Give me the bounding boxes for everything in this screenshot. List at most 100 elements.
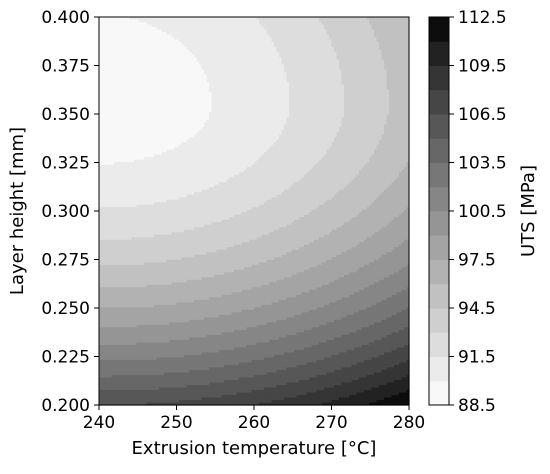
contour-cell bbox=[369, 32, 373, 36]
contour-cell bbox=[111, 17, 115, 21]
contour-cell bbox=[359, 52, 363, 56]
contour-cell bbox=[319, 64, 323, 68]
contour-cell bbox=[116, 37, 120, 41]
contour-cell bbox=[139, 52, 143, 56]
contour-cell bbox=[169, 17, 173, 21]
contour-cell bbox=[404, 19, 408, 23]
contour-cell bbox=[334, 37, 338, 41]
contour-cell bbox=[376, 52, 380, 56]
contour-cell bbox=[406, 57, 410, 61]
contour-cell bbox=[376, 17, 380, 21]
contour-cell bbox=[311, 69, 315, 73]
contour-cell bbox=[221, 62, 225, 66]
contour-cell bbox=[389, 24, 393, 28]
contour-cell bbox=[166, 27, 170, 31]
contour-cell bbox=[184, 27, 188, 31]
contour-cell bbox=[121, 64, 125, 68]
contour-cell bbox=[256, 52, 260, 56]
contour-cell bbox=[129, 52, 133, 56]
contour-cell bbox=[174, 29, 178, 33]
contour-cell bbox=[204, 69, 208, 73]
contour-cell bbox=[104, 64, 108, 68]
contour-cell bbox=[121, 54, 125, 58]
contour-cell bbox=[219, 47, 223, 51]
contour-cell bbox=[261, 67, 265, 71]
contour-cell bbox=[216, 37, 220, 41]
contour-cell bbox=[256, 22, 260, 26]
contour-cell bbox=[189, 17, 193, 21]
contour-cell bbox=[359, 29, 363, 33]
contour-cell bbox=[394, 59, 398, 63]
contour-cell bbox=[109, 39, 113, 43]
contour-cell bbox=[166, 59, 170, 63]
contour-cell bbox=[136, 52, 140, 56]
contour-cell bbox=[406, 29, 410, 33]
contour-cell bbox=[201, 24, 205, 28]
contour-cell bbox=[271, 34, 275, 38]
contour-cell bbox=[179, 64, 183, 68]
contour-cell bbox=[184, 49, 188, 53]
contour-cell bbox=[181, 59, 185, 63]
contour-cell bbox=[109, 32, 113, 36]
contour-cell bbox=[314, 69, 318, 73]
contour-cell bbox=[191, 67, 195, 71]
contour-cell bbox=[281, 72, 285, 76]
contour-cell bbox=[191, 42, 195, 46]
contour-cell bbox=[381, 29, 385, 33]
contour-cell bbox=[351, 17, 355, 21]
contour-cell bbox=[371, 54, 375, 58]
contour-cell bbox=[329, 37, 333, 41]
contour-cell bbox=[231, 62, 235, 66]
contour-cell bbox=[394, 54, 398, 58]
contour-cell bbox=[244, 57, 248, 61]
contour-cell bbox=[226, 57, 230, 61]
contour-cell bbox=[379, 37, 383, 41]
contour-cell bbox=[301, 27, 305, 31]
contour-cell bbox=[104, 39, 108, 43]
contour-cell bbox=[256, 19, 260, 23]
contour-cell bbox=[276, 49, 280, 53]
contour-cell bbox=[276, 67, 280, 71]
contour-cell bbox=[281, 49, 285, 53]
contour-cell bbox=[236, 34, 240, 38]
contour-cell bbox=[294, 29, 298, 33]
contour-cell bbox=[264, 42, 268, 46]
contour-cell bbox=[251, 49, 255, 53]
contour-cell bbox=[256, 49, 260, 53]
contour-cell bbox=[274, 64, 278, 68]
contour-cell bbox=[181, 27, 185, 31]
contour-cell bbox=[289, 42, 293, 46]
contour-cell bbox=[374, 17, 378, 21]
contour-cell bbox=[391, 29, 395, 33]
contour-cell bbox=[199, 19, 203, 23]
contour-cell bbox=[394, 57, 398, 61]
contour-cell bbox=[271, 54, 275, 58]
contour-cell bbox=[184, 24, 188, 28]
contour-cell bbox=[319, 17, 323, 21]
contour-cell bbox=[239, 64, 243, 68]
contour-cell bbox=[226, 32, 230, 36]
contour-cell bbox=[406, 64, 410, 68]
contour-cell bbox=[389, 59, 393, 63]
contour-cell bbox=[374, 42, 378, 46]
contour-cell bbox=[371, 47, 375, 51]
contour-cell bbox=[216, 22, 220, 26]
contour-cell bbox=[244, 27, 248, 31]
contour-cell bbox=[251, 27, 255, 31]
contour-cell bbox=[364, 34, 368, 38]
contour-cell bbox=[404, 34, 408, 38]
contour-cell bbox=[116, 69, 120, 73]
contour-cell bbox=[324, 29, 328, 33]
contour-cell bbox=[234, 72, 238, 76]
contour-cell bbox=[106, 67, 110, 71]
contour-cell bbox=[246, 44, 250, 48]
contour-cell bbox=[184, 39, 188, 43]
contour-cell bbox=[229, 64, 233, 68]
contour-cell bbox=[149, 49, 153, 53]
contour-cell bbox=[119, 39, 123, 43]
contour-cell bbox=[294, 37, 298, 41]
contour-cell bbox=[259, 22, 263, 26]
contour-cell bbox=[264, 62, 268, 66]
contour-cell bbox=[134, 47, 138, 51]
contour-cell bbox=[304, 32, 308, 36]
